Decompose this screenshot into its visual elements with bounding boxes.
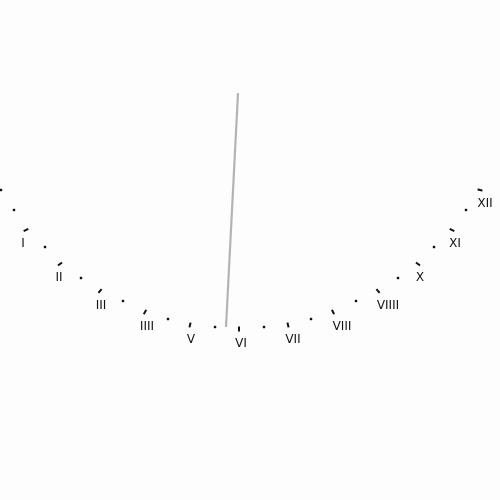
half-hour-mark (262, 325, 266, 329)
half-hour-mark (79, 276, 83, 280)
half-hour-mark (464, 208, 468, 212)
gnomon-shadow (224, 92, 240, 328)
hour-label-viiii: VIIII (377, 298, 399, 312)
hour-label-vii: VII (285, 332, 300, 346)
hour-label-xii: XII (477, 196, 492, 210)
half-hour-mark (0, 188, 3, 192)
hour-tick-xi (449, 227, 455, 233)
hour-label-vi: VI (235, 336, 247, 350)
hour-tick-xii (477, 188, 483, 192)
hour-tick-iii (97, 288, 103, 294)
half-hour-mark (432, 245, 436, 249)
half-hour-mark (354, 299, 358, 303)
half-hour-mark (121, 299, 125, 303)
half-hour-mark (213, 325, 217, 329)
hour-label-iiii: IIII (140, 319, 154, 333)
half-hour-mark (309, 317, 313, 321)
hour-tick-vii (286, 322, 290, 328)
hour-tick-x (415, 261, 421, 267)
hour-tick-viii (331, 309, 335, 315)
half-hour-mark (166, 317, 170, 321)
hour-tick-i (23, 227, 29, 233)
hour-label-ii: II (55, 270, 62, 284)
hour-ticks (0, 188, 483, 332)
hour-label-x: X (416, 270, 424, 284)
half-hour-mark (43, 245, 47, 249)
hour-label-iii: III (96, 298, 107, 312)
hour-tick-viiii (375, 288, 381, 294)
hour-tick-iiii (142, 309, 148, 315)
hour-tick-ii (57, 261, 63, 267)
hour-tick-v (188, 322, 192, 328)
hour-label-viii: VIII (333, 319, 352, 333)
half-hour-mark (12, 208, 16, 212)
half-hour-mark (396, 276, 400, 280)
hour-label-i: I (21, 236, 25, 250)
hour-label-xi: XI (449, 236, 461, 250)
hour-label-v: V (187, 332, 196, 346)
